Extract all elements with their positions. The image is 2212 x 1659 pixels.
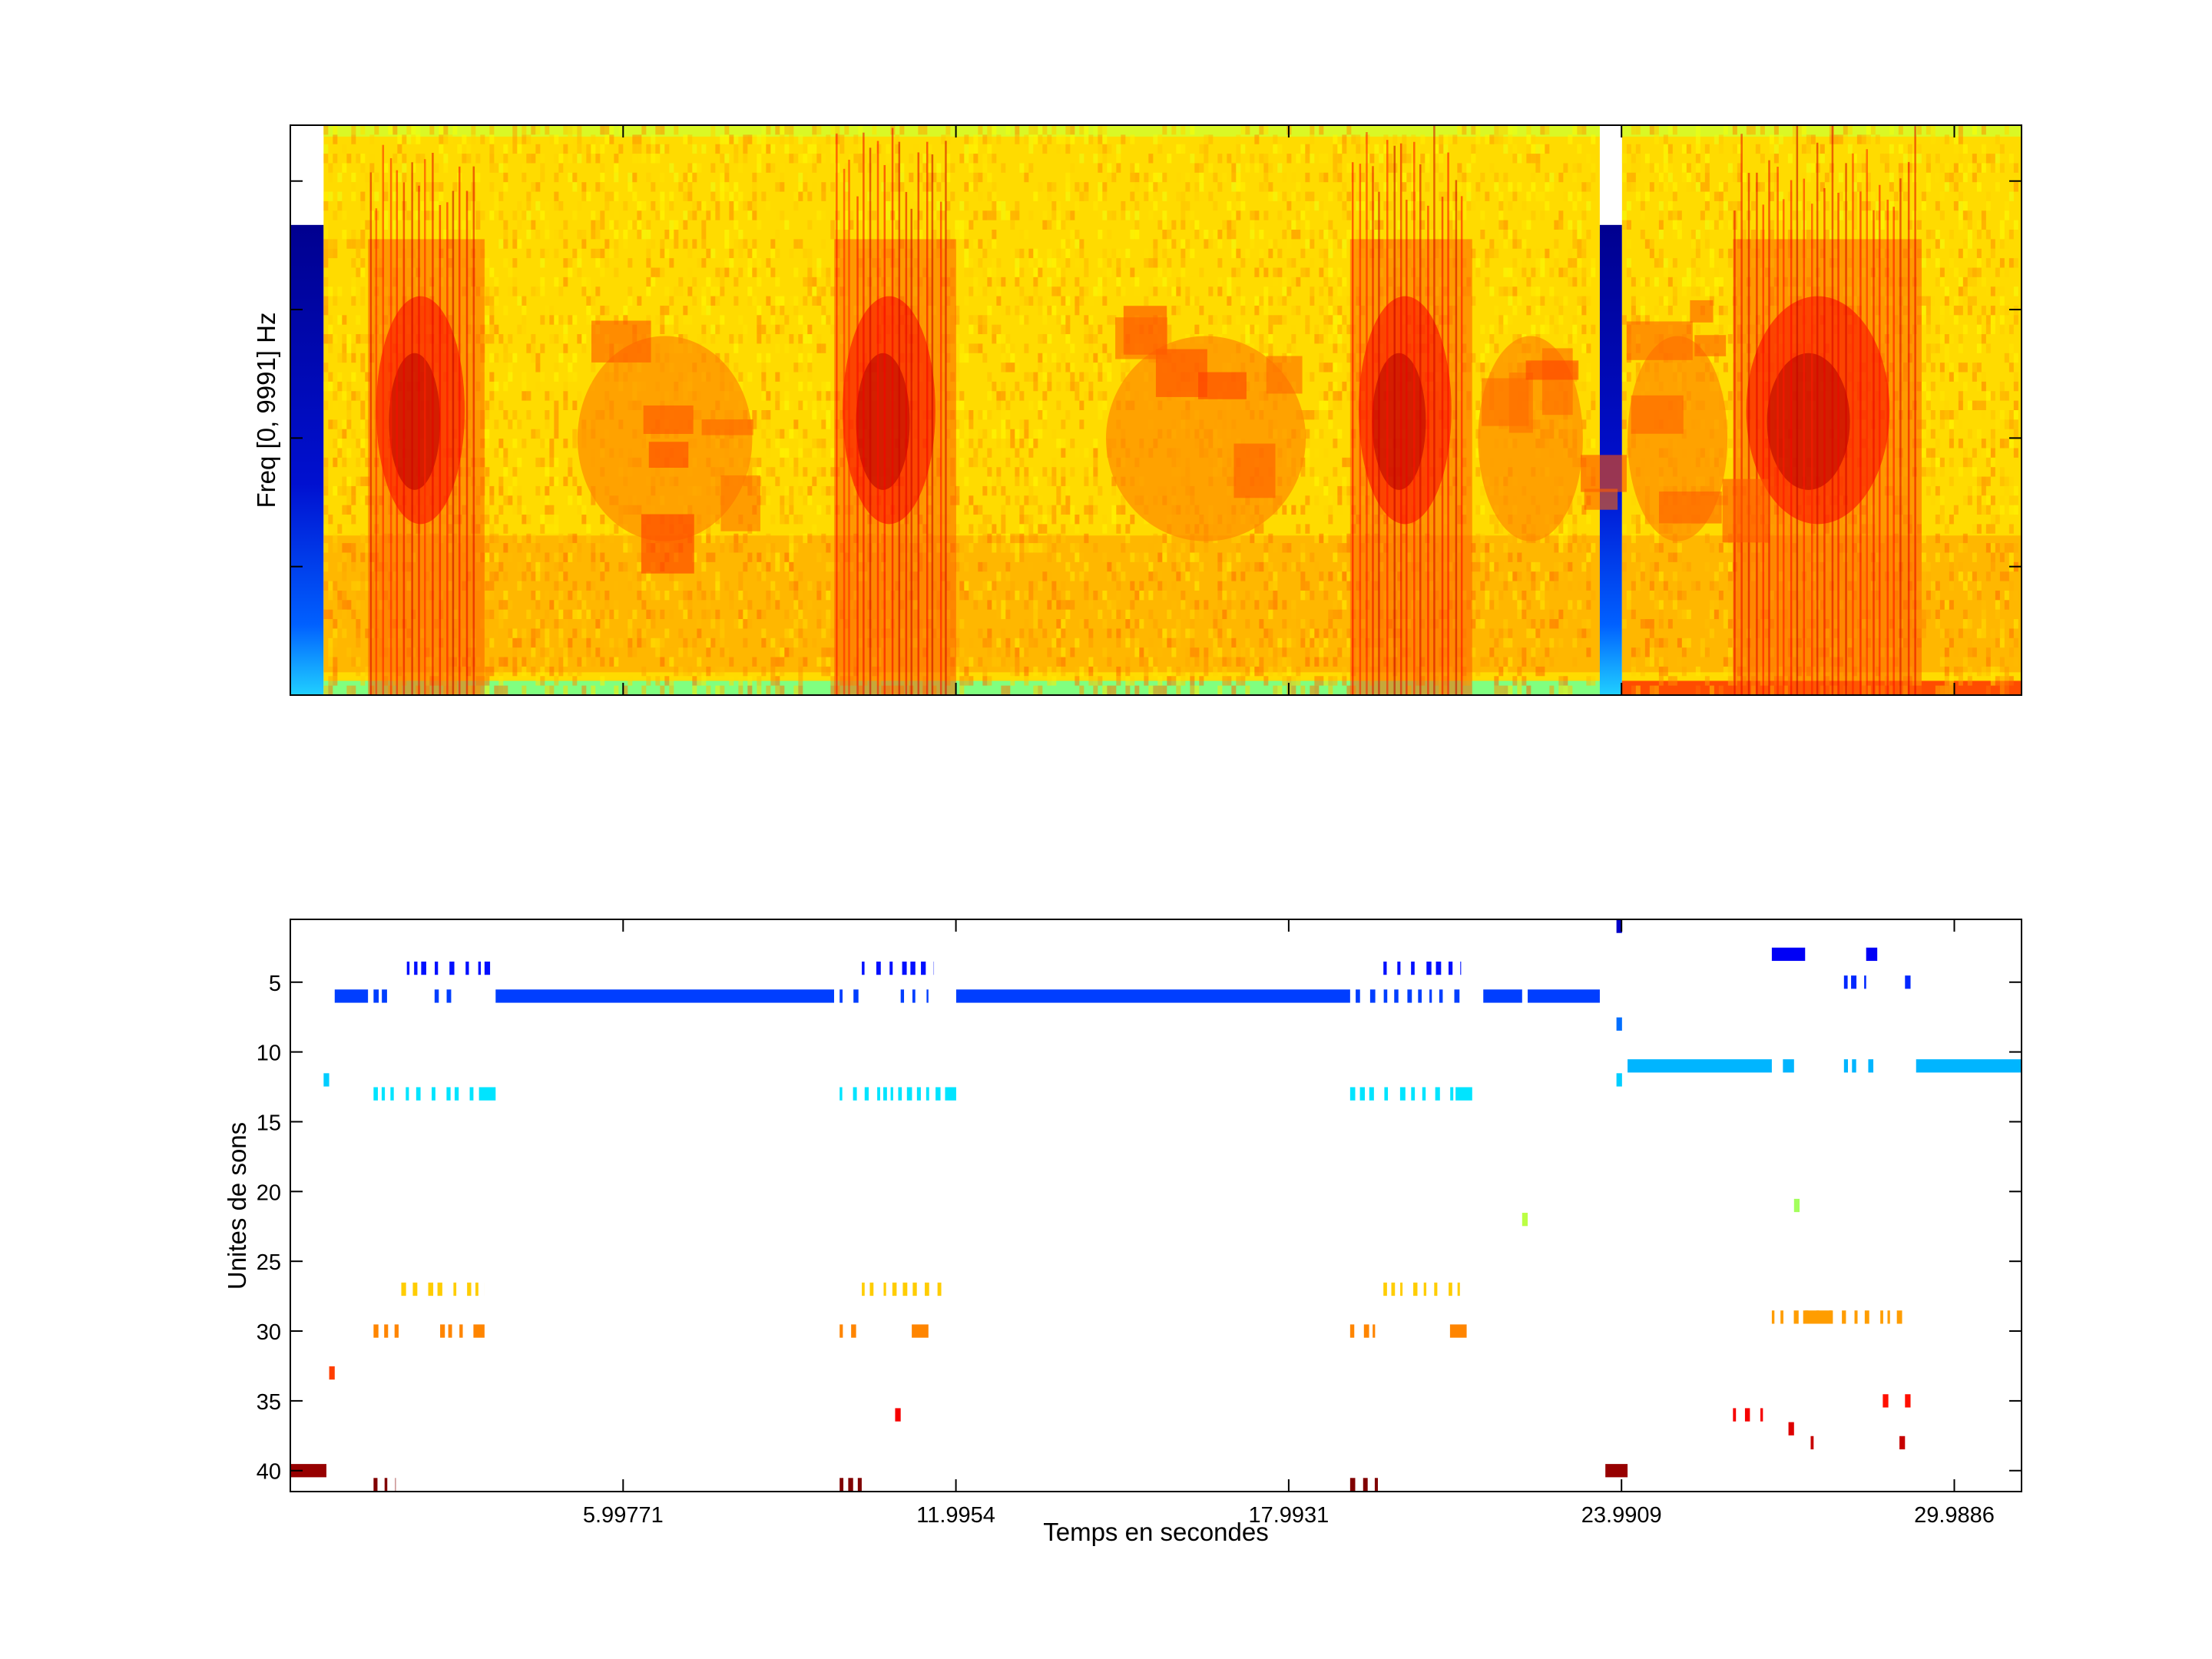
units-frame (290, 919, 2022, 1492)
spectrogram-panel: Freq [0, 9991] Hz (252, 124, 2022, 696)
unit-30-segment (912, 1324, 929, 1338)
unit-12-segment (323, 1073, 329, 1087)
unit-13-segment (945, 1087, 956, 1101)
unit-12-segment (1616, 1073, 1622, 1087)
y-tick-label: 5 (269, 972, 281, 996)
unit-6-segment (373, 989, 387, 1003)
energy-burst (368, 144, 485, 695)
unit-4-segment (1383, 961, 1462, 975)
units-y-axis-label: Unites de sons (223, 1122, 251, 1290)
y-tick-label: 35 (257, 1390, 281, 1415)
unit-38-segment (1810, 1435, 1814, 1450)
padding-blank (1599, 125, 1622, 225)
spectrogram-image (290, 125, 2022, 695)
unit-30-segment (1449, 1324, 1467, 1338)
unit-4-segment (406, 961, 482, 975)
units-marks (290, 919, 2022, 1492)
x-tick-label: 23.9909 (1581, 1503, 1662, 1528)
x-tick-label: 5.99771 (583, 1503, 664, 1528)
unit-21-segment (1793, 1198, 1800, 1213)
energy-burst (1626, 300, 1769, 543)
unit-22-segment (1522, 1213, 1528, 1227)
x-tick-label: 11.9954 (916, 1503, 995, 1528)
top-strip (1621, 125, 2022, 137)
unit-29-segment (1771, 1310, 1902, 1324)
unit-4-segment (484, 961, 491, 975)
energy-burst (1478, 336, 1627, 541)
unit-40-segment (290, 1464, 326, 1478)
energy-burst (1105, 306, 1306, 541)
unit-40-segment (1605, 1464, 1628, 1478)
y-tick-label: 25 (257, 1250, 281, 1275)
unit-36-segment (895, 1408, 901, 1422)
unit-27-segment (862, 1282, 942, 1296)
unit-33-segment (329, 1366, 335, 1380)
unit-6-segment (434, 989, 452, 1003)
unit-13-segment (478, 1087, 496, 1101)
unit-3-segment (1866, 947, 1878, 962)
unit-30-segment (839, 1324, 856, 1338)
unit-11-segment (1783, 1059, 1794, 1073)
unit-5-segment (1905, 975, 1911, 989)
y-tick-label: 20 (257, 1181, 281, 1205)
x-tick-label: 29.9886 (1914, 1503, 1995, 1528)
unit-1-segment (1616, 919, 1622, 933)
y-tick-label: 40 (257, 1460, 281, 1485)
padding-blank (290, 125, 324, 225)
unit-11-segment (1843, 1059, 1874, 1073)
units-x-axis-label: Temps en secondes (1043, 1518, 1269, 1546)
spectrogram-ticks (290, 125, 2022, 695)
unit-37-segment (1788, 1422, 1794, 1435)
unit-6-segment (1356, 989, 1460, 1003)
y-tick-label: 10 (257, 1041, 281, 1066)
unit-6-segment (495, 989, 834, 1003)
unit-6-segment (839, 989, 859, 1003)
unit-36-segment (1733, 1408, 1763, 1422)
unit-41-segment (839, 1478, 862, 1492)
unit-6-segment (900, 989, 929, 1003)
unit-4-segment (862, 961, 935, 975)
energy-burst (577, 320, 761, 574)
unit-13-segment (373, 1087, 474, 1101)
unit-41-segment (1349, 1478, 1378, 1492)
spectrogram-y-axis-label: Freq [0, 9991] Hz (252, 313, 280, 508)
unit-27-segment (401, 1282, 485, 1296)
unit-6-segment (955, 989, 1350, 1003)
unit-13-segment (839, 1087, 941, 1101)
unit-3-segment (1771, 947, 1806, 962)
unit-11-segment (1628, 1059, 1772, 1073)
units-panel: 5.99771 11.9954 17.9931 23.9909 29.9886 5 10 15… (223, 919, 2022, 1546)
unit-13-segment (1349, 1087, 1454, 1101)
unit-8-segment (1616, 1017, 1622, 1031)
unit-6-segment (1528, 989, 1600, 1003)
y-tick-label: 30 (257, 1320, 281, 1345)
unit-6-segment (1483, 989, 1522, 1003)
padding-band (290, 224, 324, 695)
x-tick-label: 17.9931 (1248, 1503, 1329, 1528)
energy-burst (1733, 125, 1922, 695)
unit-30-segment (1349, 1324, 1376, 1338)
unit-6-segment (334, 989, 369, 1003)
unit-5-segment (1843, 975, 1866, 989)
units-ticks: 5.99771 11.9954 17.9931 23.9909 29.9886 5 10 15… (257, 919, 2022, 1528)
unit-27-segment (1383, 1282, 1460, 1296)
energy-burst (833, 127, 956, 695)
units-background (290, 919, 2022, 1492)
spectrogram-frame (290, 124, 2022, 696)
unit-35-segment (1905, 1394, 1911, 1408)
unit-30-segment (473, 1324, 485, 1338)
y-tick-label: 15 (257, 1111, 281, 1135)
unit-41-segment (373, 1478, 396, 1492)
energy-burst (1349, 125, 1472, 695)
unit-35-segment (1883, 1394, 1889, 1408)
unit-30-segment (440, 1324, 463, 1338)
unit-13-segment (1455, 1087, 1472, 1101)
unit-30-segment (373, 1324, 399, 1338)
unit-11-segment (1916, 1059, 2022, 1073)
unit-38-segment (1899, 1435, 1906, 1450)
